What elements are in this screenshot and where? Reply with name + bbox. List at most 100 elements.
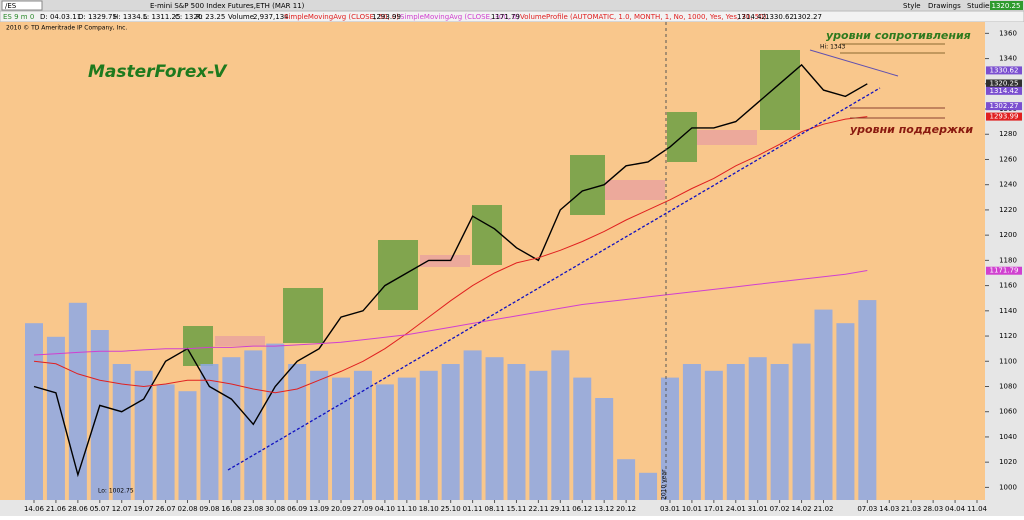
price-tag: [986, 112, 1022, 121]
x-tick-label: 06.09: [287, 505, 307, 513]
header-item: C: 1320: [175, 13, 202, 21]
price-tag-label: 1320.25: [990, 79, 1019, 87]
x-tick-label: 26.07: [156, 505, 176, 513]
price-tag-label: 1330.62: [990, 66, 1019, 74]
header-item: O: 1329.75: [78, 13, 117, 21]
drawings-button[interactable]: Drawings: [928, 2, 961, 10]
x-tick-label: 21.02: [813, 505, 833, 513]
x-tick-label: 17.01: [704, 505, 724, 513]
volume-bar: [288, 364, 307, 500]
year-note: 2010 year: [661, 469, 668, 500]
brand: MasterForex-V: [88, 62, 228, 82]
series-line: [33, 270, 868, 356]
header-item: D: 04.03.11: [40, 13, 81, 21]
volume-bar: [332, 377, 351, 500]
symbol-box[interactable]: [1, 0, 43, 11]
series-line: [33, 63, 868, 478]
x-tick-label: 19.07: [134, 505, 154, 513]
volume-bar: [770, 364, 789, 500]
x-tick-label: 28.03: [923, 505, 943, 513]
volume-bar: [792, 343, 811, 500]
volume-bar: [178, 391, 197, 500]
y-tick-label: 1100: [999, 357, 1017, 365]
x-tick-label: 07.02: [770, 505, 790, 513]
volume-bar: [573, 377, 592, 500]
volume-bar: [748, 357, 767, 500]
sma300-value: 1171.79: [491, 13, 520, 21]
resistance-note: уровни сопротивления: [826, 29, 971, 42]
profile-value: 1302.27: [793, 13, 822, 21]
volume-bar: [836, 323, 855, 500]
copyright: 2010 © TD Ameritrade IP Company, Inc.: [6, 25, 127, 32]
studies-button[interactable]: Studies: [967, 2, 993, 10]
price-tag-label: 1171.79: [990, 267, 1019, 275]
volume-bar: [90, 330, 109, 500]
volume-bar: [353, 370, 372, 500]
volume-bar: [551, 350, 570, 500]
x-tick-label: 14.06: [24, 505, 45, 513]
x-tick-label: 16.08: [221, 505, 241, 513]
style-button[interactable]: Style: [903, 2, 921, 10]
volume-bar: [112, 364, 131, 500]
support-note: уровни поддержки: [850, 123, 973, 136]
x-tick-label: 28.06: [68, 505, 89, 513]
toolbar: [0, 0, 1024, 11]
price-tag-label: 1302.27: [990, 102, 1019, 110]
profile-label: VolumeProfile (AUTOMATIC, 1.0, MONTH, 1,…: [520, 13, 767, 21]
x-tick-label: 11.04: [967, 505, 988, 513]
x-tick-label: 14.03: [879, 505, 899, 513]
x-tick-label: 07.03: [857, 505, 877, 513]
x-tick-label: 01.11: [463, 505, 483, 513]
y-tick-label: 1280: [999, 130, 1017, 138]
price-tag-label: 1293.99: [990, 113, 1019, 121]
volume-bar: [726, 364, 745, 500]
x-tick-label: 05.07: [90, 505, 110, 513]
y-tick-label: 1360: [999, 29, 1017, 37]
volume-bar: [814, 309, 833, 500]
volume-bar: [704, 370, 723, 500]
y-tick-label: 1260: [999, 155, 1017, 163]
symbol[interactable]: /ES: [5, 2, 17, 10]
x-tick-label: 13.09: [309, 505, 329, 513]
volume-bar: [660, 377, 679, 500]
volume-bar: [617, 459, 636, 500]
x-tick-label: 08.11: [485, 505, 505, 513]
x-tick-label: 18.10: [419, 505, 439, 513]
x-tick-label: 13.12: [594, 505, 614, 513]
header-item: L: 1311.25: [143, 13, 180, 21]
volume-bar: [639, 472, 658, 500]
x-tick-label: 29.11: [550, 505, 570, 513]
volume-bar: [529, 370, 548, 500]
x-tick-label: 12.07: [112, 505, 132, 513]
price-tag: [986, 266, 1022, 275]
y-tick-label: 1160: [999, 282, 1017, 290]
profile-value: 1314.42: [737, 13, 766, 21]
high-note: Hi: 1343: [820, 44, 846, 51]
x-tick-label: 20.12: [616, 505, 636, 513]
x-tick-label: 15.11: [506, 505, 526, 513]
trend-line: [227, 87, 881, 471]
price-tag: [986, 102, 1022, 111]
x-tick-label: 22.11: [528, 505, 548, 513]
x-tick-label: 24.01: [726, 505, 746, 513]
volume-bar: [25, 323, 43, 500]
y-tick-label: 1200: [999, 231, 1017, 239]
y-tick-label: 1040: [999, 433, 1017, 441]
y-tick-label: 1060: [999, 408, 1017, 416]
x-tick-label: 04.10: [375, 505, 395, 513]
price-tag: [986, 79, 1022, 88]
x-tick-label: 20.09: [331, 505, 351, 513]
volume-bar: [682, 364, 701, 500]
date-axis: [0, 500, 985, 516]
volume-bar: [134, 370, 153, 500]
volume-profiles: [183, 50, 800, 366]
x-tick-label: 30.08: [265, 505, 285, 513]
volume-bar: [200, 364, 219, 500]
volume-bar: [595, 398, 614, 500]
volume-bar: [507, 364, 526, 500]
y-tick-label: 1220: [999, 206, 1017, 214]
resistance-trend: [809, 49, 899, 77]
x-tick-label: 23.08: [243, 505, 263, 513]
symbol-info: ES 9 m 0: [3, 13, 34, 21]
